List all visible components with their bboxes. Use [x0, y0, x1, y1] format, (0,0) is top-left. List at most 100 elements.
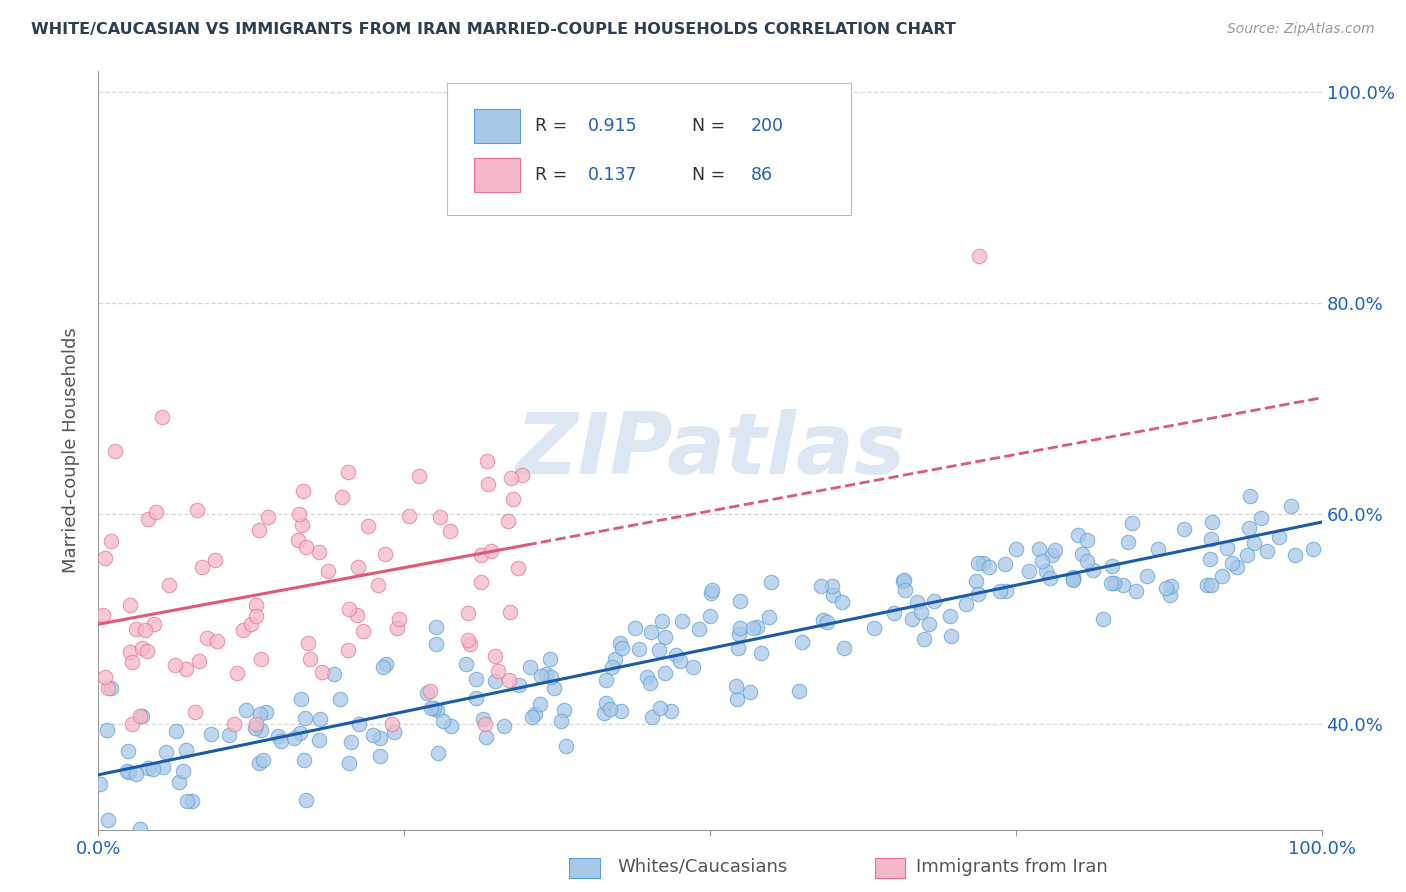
- Point: [121, 656, 143, 670]
- Point: [510, 468, 533, 483]
- Text: R =: R =: [536, 117, 572, 135]
- Point: [267, 729, 290, 743]
- Point: [287, 507, 309, 521]
- Point: [374, 547, 396, 561]
- Point: [176, 794, 198, 808]
- Point: [758, 609, 780, 624]
- Point: [967, 587, 990, 601]
- Point: [398, 508, 420, 523]
- Point: [134, 623, 156, 637]
- Point: [534, 667, 557, 681]
- Point: [322, 666, 344, 681]
- Point: [486, 665, 509, 679]
- Point: [295, 540, 318, 554]
- Point: [308, 732, 330, 747]
- Point: [1121, 516, 1143, 531]
- Text: Source: ZipAtlas.com: Source: ZipAtlas.com: [1227, 22, 1375, 37]
- Point: [115, 764, 138, 778]
- Point: [1116, 535, 1139, 549]
- Point: [352, 624, 374, 638]
- Point: [290, 692, 312, 706]
- Point: [891, 574, 914, 588]
- Point: [659, 704, 682, 718]
- Point: [905, 595, 928, 609]
- Point: [1028, 541, 1050, 556]
- Point: [129, 709, 152, 723]
- Point: [367, 578, 389, 592]
- Point: [669, 654, 692, 668]
- Point: [135, 644, 157, 658]
- Point: [125, 622, 148, 636]
- Point: [337, 602, 360, 616]
- Point: [1256, 543, 1278, 558]
- Point: [972, 556, 994, 570]
- Point: [426, 703, 449, 717]
- Point: [191, 560, 214, 574]
- Point: [627, 641, 650, 656]
- Point: [439, 524, 461, 538]
- Point: [498, 673, 520, 687]
- Point: [283, 731, 305, 746]
- Point: [910, 606, 932, 620]
- Point: [361, 728, 384, 742]
- Point: [815, 615, 838, 629]
- Point: [425, 637, 447, 651]
- Point: [610, 641, 633, 656]
- Point: [184, 705, 207, 719]
- Point: [741, 621, 763, 635]
- Point: [249, 706, 271, 721]
- Point: [550, 714, 572, 728]
- Point: [96, 723, 118, 737]
- Point: [100, 681, 122, 695]
- Point: [357, 519, 380, 533]
- Point: [1239, 489, 1261, 503]
- Point: [332, 491, 354, 505]
- Point: [1237, 521, 1260, 535]
- Point: [636, 670, 658, 684]
- Point: [1104, 575, 1126, 590]
- Point: [89, 777, 111, 791]
- Text: N =: N =: [692, 166, 731, 184]
- Point: [1076, 533, 1098, 548]
- Point: [288, 726, 311, 740]
- Point: [224, 717, 246, 731]
- Point: [702, 582, 724, 597]
- Point: [595, 697, 617, 711]
- Point: [1062, 570, 1084, 584]
- Point: [484, 649, 506, 664]
- Point: [790, 635, 813, 649]
- Point: [294, 711, 316, 725]
- Point: [654, 665, 676, 680]
- Point: [1199, 577, 1222, 591]
- Point: [979, 559, 1001, 574]
- Point: [1062, 573, 1084, 587]
- Point: [440, 719, 463, 733]
- Point: [484, 674, 506, 689]
- Point: [967, 556, 990, 570]
- Point: [530, 669, 553, 683]
- Point: [508, 561, 530, 575]
- Text: N =: N =: [692, 117, 731, 135]
- Point: [232, 624, 254, 638]
- Point: [145, 505, 167, 519]
- Point: [97, 681, 120, 696]
- Point: [155, 745, 177, 759]
- Point: [465, 673, 488, 687]
- Point: [699, 608, 721, 623]
- Point: [346, 607, 368, 622]
- Point: [893, 583, 915, 598]
- Point: [555, 739, 578, 753]
- Point: [218, 728, 240, 742]
- Point: [1243, 535, 1265, 549]
- Point: [603, 652, 626, 666]
- Point: [682, 660, 704, 674]
- Point: [901, 612, 924, 626]
- Point: [138, 511, 160, 525]
- Point: [939, 608, 962, 623]
- FancyBboxPatch shape: [474, 109, 520, 143]
- Point: [1062, 572, 1084, 586]
- Point: [648, 643, 671, 657]
- Point: [939, 629, 962, 643]
- Point: [501, 470, 523, 484]
- Point: [245, 608, 267, 623]
